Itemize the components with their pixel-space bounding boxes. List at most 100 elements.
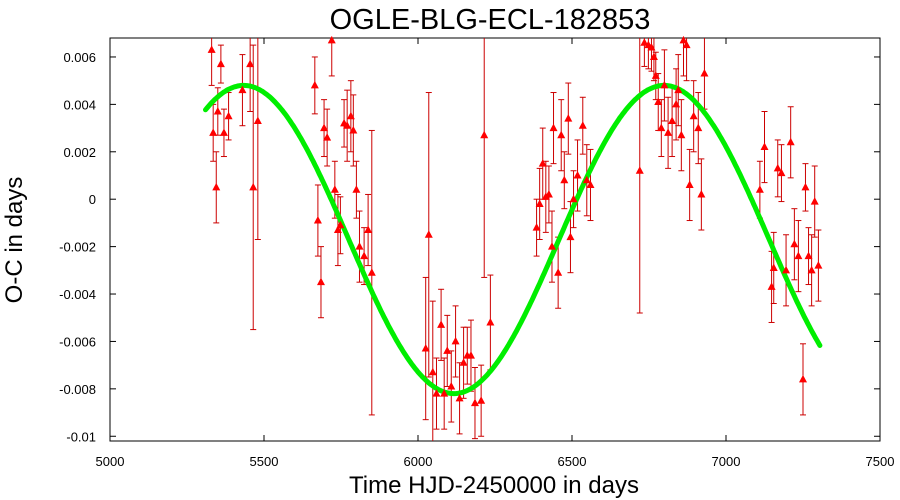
data-point (313, 216, 322, 224)
data-point (213, 106, 222, 115)
data-point (649, 52, 658, 60)
data-point (682, 40, 691, 49)
data-point (323, 133, 332, 141)
data-point (755, 185, 764, 193)
data-point (216, 59, 225, 68)
y-tick-label: -0.006 (59, 334, 96, 349)
y-axis-label: O-C in days (1, 177, 28, 304)
data-point (466, 351, 475, 359)
y-tick-label: -0.01 (66, 429, 96, 444)
data-point (253, 116, 262, 124)
data-point (538, 159, 547, 167)
data-point (364, 225, 373, 234)
data-point (209, 128, 218, 136)
data-point (554, 268, 563, 276)
data-point (672, 99, 681, 108)
x-tick-label: 7000 (712, 454, 741, 469)
data-point (432, 389, 441, 397)
data-point (694, 123, 703, 132)
data-point (557, 130, 566, 139)
data-point (421, 344, 430, 352)
data-point (804, 251, 813, 260)
x-axis-label: Time HJD-2450000 in days (349, 472, 639, 499)
data-point (794, 251, 803, 260)
data-point (333, 225, 342, 234)
data-point (657, 123, 666, 132)
data-point (569, 194, 578, 203)
data-point (352, 185, 361, 193)
data-point (769, 263, 778, 271)
data-point (360, 251, 369, 260)
data-point (654, 97, 663, 106)
y-tick-label: 0.002 (63, 145, 96, 160)
data-point (700, 69, 709, 77)
data-point (246, 59, 255, 68)
data-point (549, 123, 558, 132)
x-tick-label: 6500 (558, 454, 587, 469)
data-point (814, 261, 823, 269)
data-point (660, 80, 669, 89)
data-point (651, 71, 660, 79)
data-point (330, 185, 339, 193)
data-point (668, 116, 677, 124)
data-point (674, 85, 683, 94)
data-point (320, 123, 329, 132)
data-point (310, 80, 319, 89)
data-point (582, 175, 591, 184)
data-point (343, 121, 352, 129)
y-tick-label: -0.008 (59, 382, 96, 397)
y-tick-label: 0.006 (63, 50, 96, 65)
x-tick-label: 5000 (96, 454, 125, 469)
data-point (782, 265, 791, 274)
data-point (560, 175, 569, 184)
data-point (249, 182, 258, 191)
data-point (346, 111, 355, 120)
chart-title: OGLE-BLG-ECL-182853 (330, 4, 651, 36)
data-point (532, 223, 541, 231)
data-point (799, 374, 807, 383)
data-point (767, 282, 776, 290)
plot-frame (109, 37, 881, 442)
data-point (647, 42, 656, 51)
fit-curve-group (203, 82, 823, 397)
data-point (544, 189, 553, 198)
data-point (437, 320, 446, 328)
data-point (486, 317, 495, 326)
x-tick-label: 6000 (404, 454, 433, 469)
data-point (689, 111, 698, 120)
data-point (547, 242, 556, 250)
data-point (440, 389, 449, 397)
data-point (224, 111, 233, 120)
data-point (447, 381, 456, 390)
data-point (664, 128, 673, 136)
data-point (316, 277, 325, 286)
data-point (212, 182, 221, 191)
data-point (635, 166, 644, 174)
data-point (367, 268, 376, 276)
data-point (424, 230, 433, 238)
y-tick-label: -0.004 (59, 287, 96, 302)
data-point (207, 45, 216, 53)
data-point (685, 180, 694, 188)
data-point (477, 396, 486, 404)
data-point (349, 125, 358, 134)
data-point (679, 35, 688, 44)
x-tick-label: 7500 (866, 454, 895, 469)
data-point (480, 130, 489, 139)
data-point (760, 142, 769, 151)
data-point (801, 182, 810, 191)
data-point (564, 114, 573, 122)
data-point (786, 137, 795, 146)
data-point (697, 189, 706, 198)
axis-ticks: 5000 5500 6000 6500 7000 7500 0.006 0.004 0.002 0… (59, 38, 894, 469)
x-tick-label: 5500 (250, 454, 279, 469)
data-point (327, 35, 336, 44)
data-point (677, 130, 686, 139)
data-point (459, 358, 468, 366)
data-point (443, 346, 452, 354)
data-point (219, 128, 228, 136)
y-tick-label: -0.002 (59, 240, 96, 255)
data-point (807, 265, 816, 274)
data-point (777, 168, 786, 177)
